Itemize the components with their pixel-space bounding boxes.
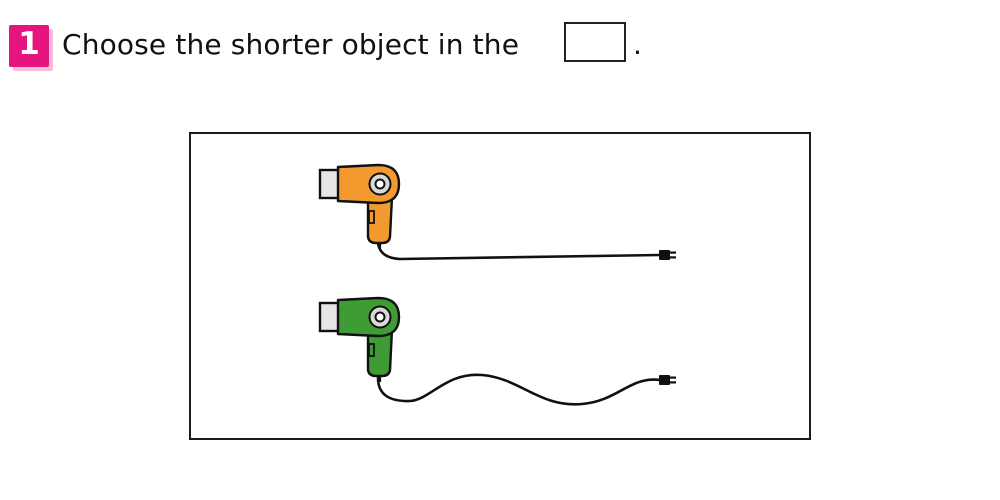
green-hair-dryer-illustration xyxy=(318,296,676,406)
handle xyxy=(366,328,394,378)
wavy-cord xyxy=(376,373,662,406)
handle xyxy=(366,195,394,245)
question-prompt: Choose the shorter object in the xyxy=(62,28,520,61)
nozzle xyxy=(318,168,341,200)
orange-hair-dryer-option[interactable] xyxy=(300,155,700,270)
vent-icon xyxy=(368,172,392,196)
answer-box[interactable] xyxy=(564,22,626,62)
question-number-badge: 1 xyxy=(9,25,49,67)
straight-cord xyxy=(376,241,662,261)
plug-icon xyxy=(659,250,676,260)
plug-icon xyxy=(659,375,676,385)
orange-hair-dryer-illustration xyxy=(318,163,676,261)
question-header: 1 Choose the shorter object in the . xyxy=(0,0,1000,80)
green-hair-dryer-option[interactable] xyxy=(300,290,700,415)
vent-icon xyxy=(368,305,392,329)
question-period: . xyxy=(633,28,642,61)
figure-frame xyxy=(189,132,811,440)
nozzle xyxy=(318,301,341,333)
